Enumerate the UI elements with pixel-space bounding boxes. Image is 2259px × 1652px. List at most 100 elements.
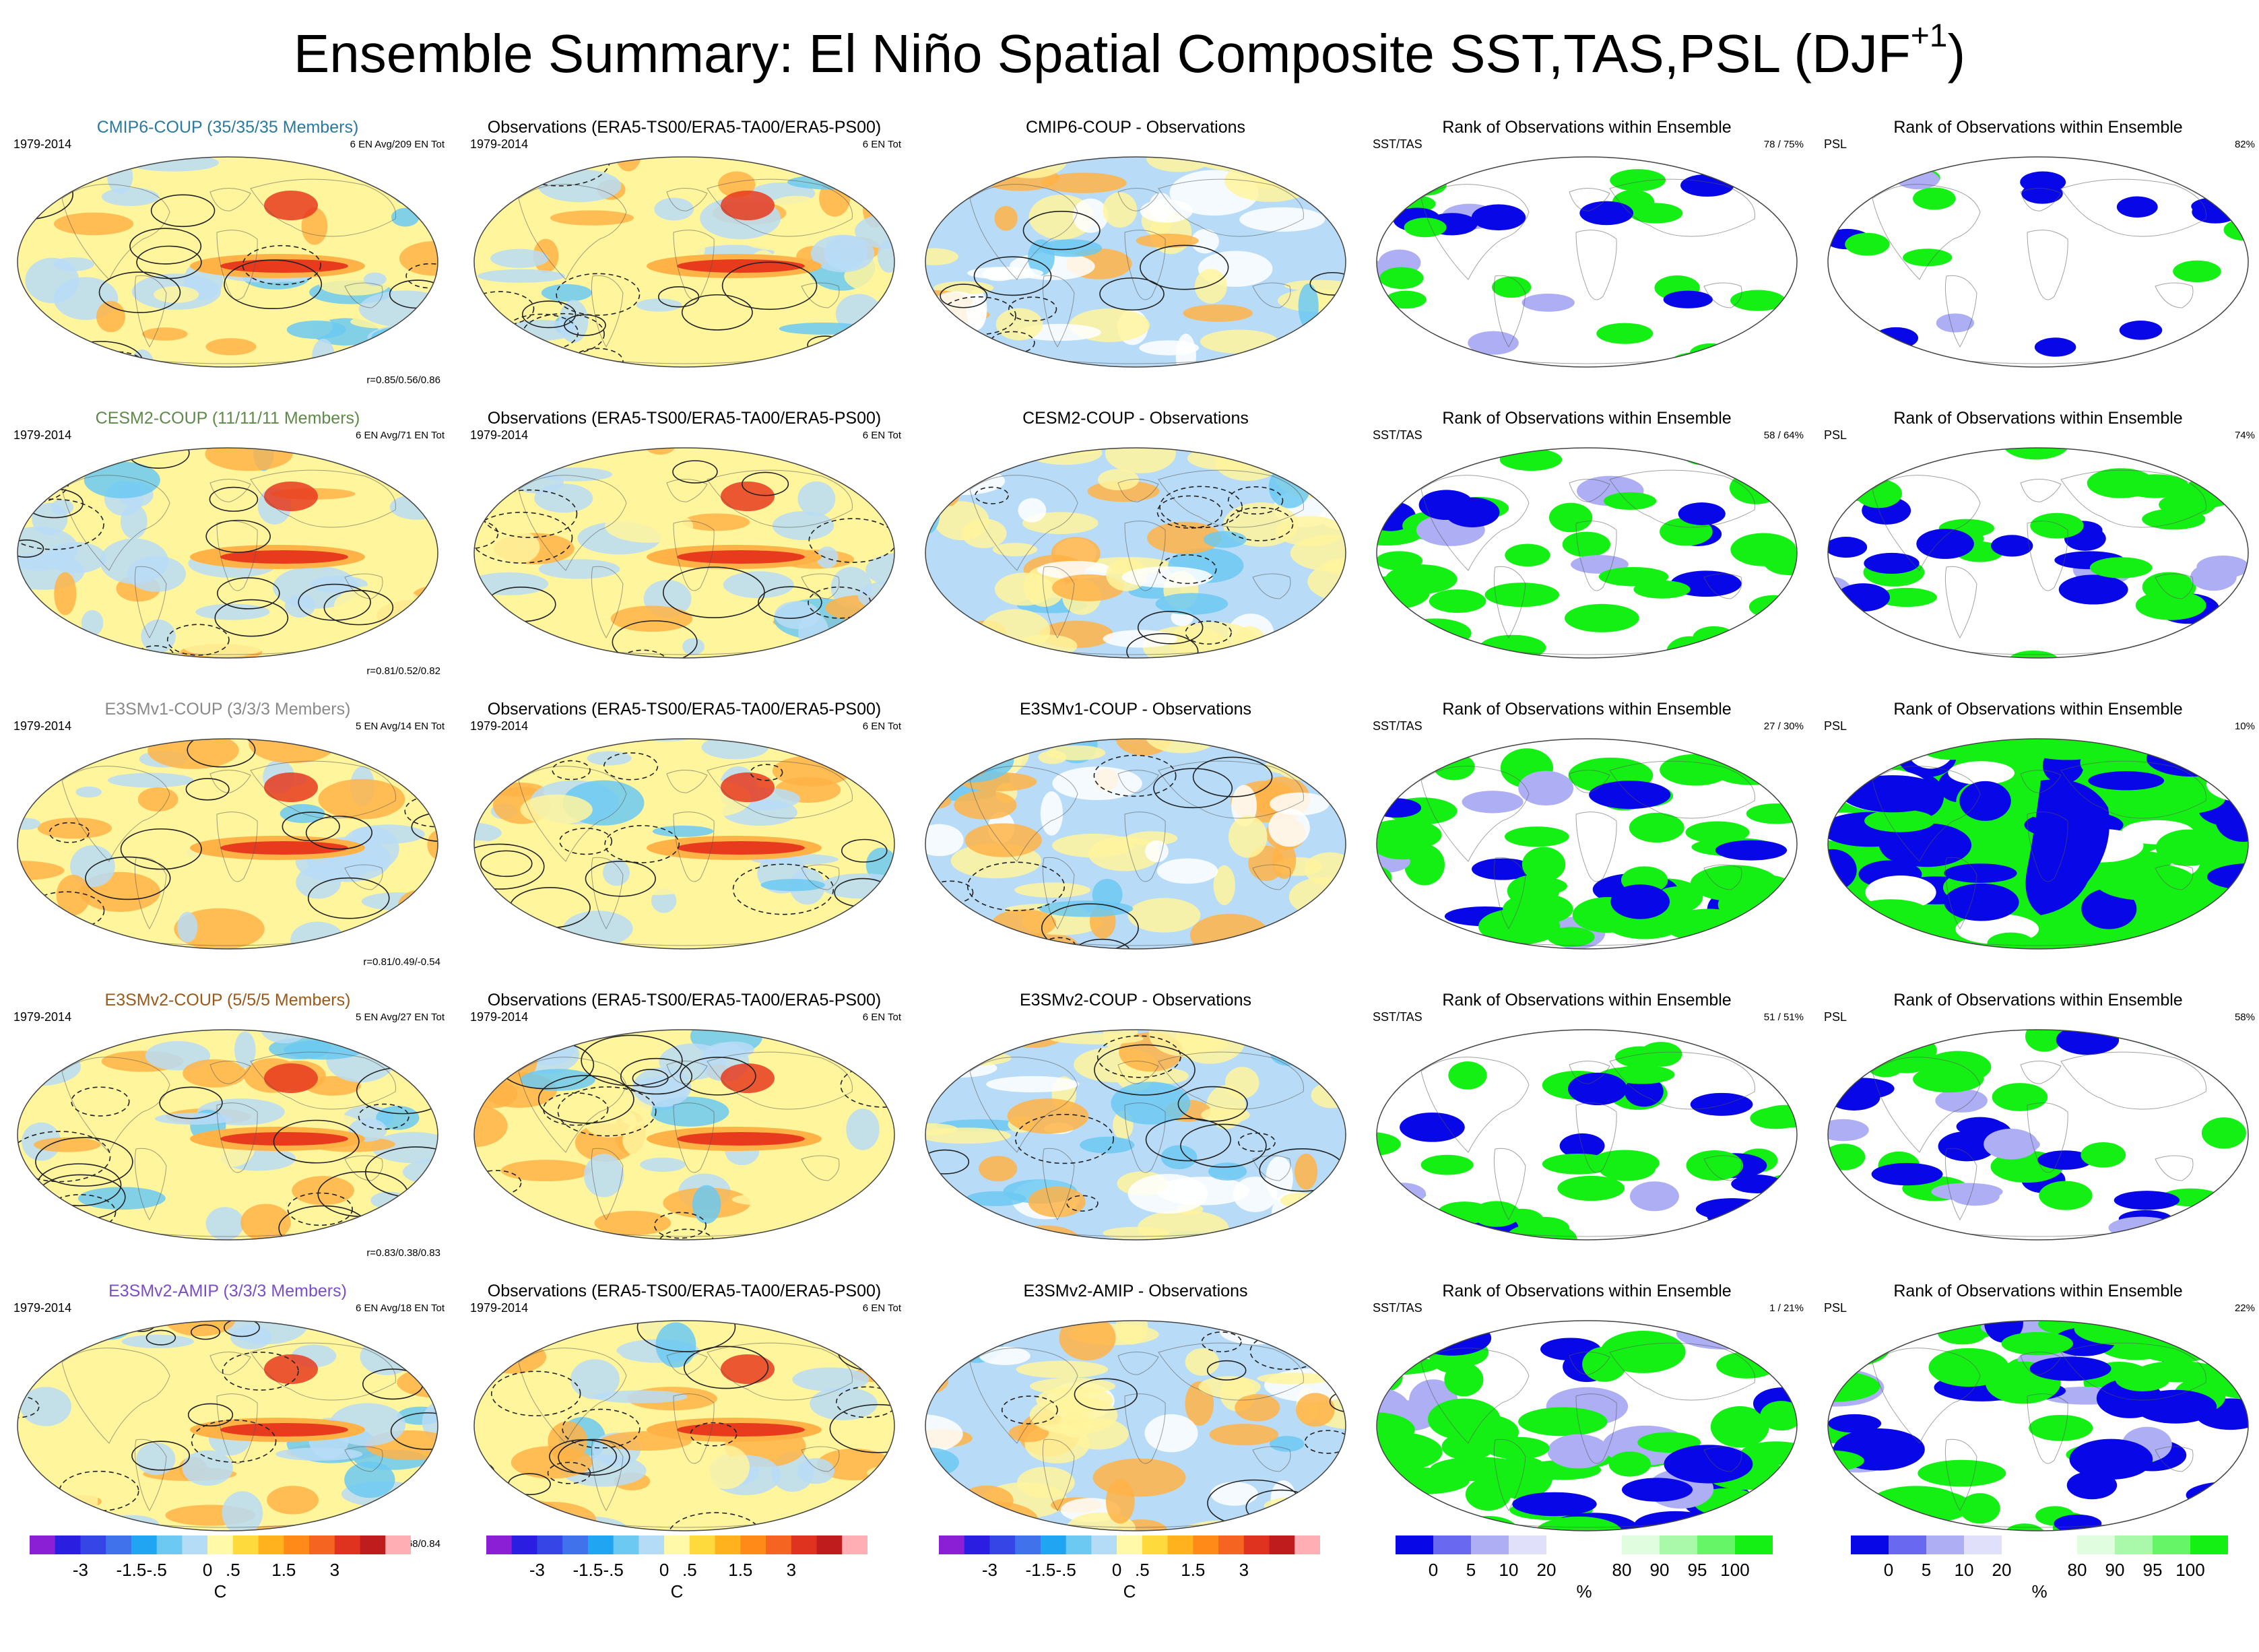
- rank-map: [1376, 738, 1798, 950]
- colorbar-tick-label: 1.5: [1181, 1560, 1206, 1580]
- panel-rank-psl: Rank of Observations within Ensemble PSL…: [1819, 1282, 2258, 1551]
- colorbar-swatch: [1471, 1535, 1509, 1554]
- colorbar-swatches: [486, 1535, 868, 1554]
- panel-rank-psl: Rank of Observations within Ensemble PSL…: [1819, 700, 2258, 969]
- colorbar-tick-label: -3: [529, 1560, 546, 1580]
- colorbar-swatch: [284, 1535, 310, 1554]
- colorbar-tick-label: 5: [1466, 1560, 1476, 1580]
- panel-observations: Observations (ERA5-TS00/ERA5-TA00/ERA5-P…: [465, 1282, 904, 1551]
- sst-map: [17, 156, 438, 368]
- panel-stat: 6 EN Tot: [862, 430, 901, 441]
- colorbar-swatch: [1396, 1535, 1434, 1554]
- colorbar-tick-label: 95: [2142, 1560, 2163, 1580]
- colorbar-swatch: [182, 1535, 208, 1554]
- sst-map: [17, 1320, 438, 1531]
- rank-map: [1827, 156, 2249, 368]
- panel-observations: Observations (ERA5-TS00/ERA5-TA00/ERA5-P…: [465, 700, 904, 969]
- sst-map: [473, 1029, 895, 1241]
- panel-stat: 6 EN Tot: [862, 139, 901, 150]
- panel-title: E3SMv1-COUP (3/3/3 Members): [104, 700, 351, 719]
- colorbar-swatch: [1546, 1535, 1585, 1554]
- colorbar-swatch: [1697, 1535, 1736, 1554]
- colorbar-tick-label: 90: [2105, 1560, 2125, 1580]
- colorbar-swatch: [106, 1535, 132, 1554]
- sst-map: [17, 1029, 438, 1241]
- panel-rank-sst: Rank of Observations within Ensemble SST…: [1367, 118, 1806, 387]
- rank-map: [1376, 156, 1798, 368]
- panel-stat: 58 / 64%: [1763, 430, 1804, 441]
- panel-title: Rank of Observations within Ensemble: [1442, 409, 1732, 428]
- colorbar-swatch: [939, 1535, 965, 1554]
- colorbar-swatch: [1142, 1535, 1169, 1554]
- colorbar-tick-label: -3: [981, 1560, 998, 1580]
- colorbar-swatch: [360, 1535, 386, 1554]
- colorbar-swatch: [1015, 1535, 1041, 1554]
- panel-observations: Observations (ERA5-TS00/ERA5-TA00/ERA5-P…: [465, 991, 904, 1260]
- panel-title: E3SMv2-COUP - Observations: [1019, 991, 1252, 1010]
- colorbar-swatches: [939, 1535, 1321, 1554]
- colorbar-tick-label: 80: [1612, 1560, 1632, 1580]
- colorbar-swatch: [587, 1535, 614, 1554]
- colorbar-tick-label: 1.5: [728, 1560, 753, 1580]
- colorbar-unit-label: C: [670, 1581, 684, 1601]
- colorbar-swatch: [562, 1535, 589, 1554]
- panel-title: E3SMv2-COUP (5/5/5 Members): [104, 991, 351, 1010]
- colorbar-tick-label: 3: [329, 1560, 340, 1580]
- colorbar-swatch: [1167, 1535, 1193, 1554]
- panel-title: Rank of Observations within Ensemble: [1442, 991, 1732, 1010]
- panel-period: 1979-2014: [13, 428, 72, 442]
- colorbar-tick-label: 5: [1921, 1560, 1932, 1580]
- colorbar-tick-label: .5: [682, 1560, 697, 1580]
- panel-stat: 82%: [2234, 139, 2255, 150]
- colorbar-swatch: [842, 1535, 868, 1554]
- sst-map: [473, 156, 895, 368]
- panel-title: Rank of Observations within Ensemble: [1893, 118, 2183, 137]
- panel-difference: E3SMv2-AMIP - Observations: [916, 1282, 1355, 1551]
- colorbar-tick-label: 0: [202, 1560, 213, 1580]
- panel-difference: E3SMv2-COUP - Observations: [916, 991, 1355, 1260]
- colorbar-swatch: [1295, 1535, 1321, 1554]
- colorbar-swatch: [1040, 1535, 1067, 1554]
- panel-stat: 78 / 75%: [1763, 139, 1804, 150]
- panel-stat: 74%: [2234, 430, 2255, 441]
- panel-rank-sst: Rank of Observations within Ensemble SST…: [1367, 409, 1806, 678]
- colorbar-swatch: [613, 1535, 639, 1554]
- rank-map: [1376, 447, 1798, 659]
- colorbar-unit-label: %: [1576, 1581, 1592, 1601]
- colorbar-sst: -3 -1.5 -.5 0 .5 1.5 3 C: [486, 1535, 868, 1607]
- rank-map: [1376, 1029, 1798, 1241]
- panel-rank-sst: Rank of Observations within Ensemble SST…: [1367, 991, 1806, 1260]
- panel-stat: 6 EN Tot: [862, 1012, 901, 1023]
- colorbar-swatch: [766, 1535, 792, 1554]
- diff-map: [925, 447, 1346, 659]
- colorbar-swatch: [715, 1535, 741, 1554]
- colorbar-swatch: [131, 1535, 158, 1554]
- colorbar-tick-label: 3: [1239, 1560, 1249, 1580]
- sst-map: [17, 447, 438, 659]
- panel-variable-label: SST/TAS: [1373, 1010, 1422, 1024]
- colorbar-tick-label: -1.5: [1025, 1560, 1056, 1580]
- colorbar-swatch: [207, 1535, 234, 1554]
- diff-map: [925, 738, 1346, 950]
- panel-rank-psl: Rank of Observations within Ensemble PSL…: [1819, 991, 2258, 1260]
- colorbar-swatch: [2153, 1535, 2191, 1554]
- colorbar-swatch: [1622, 1535, 1660, 1554]
- panel-correlation: r=0.81/0.49/-0.54: [363, 956, 440, 968]
- colorbar-swatch: [537, 1535, 563, 1554]
- colorbar-swatch: [2077, 1535, 2116, 1554]
- colorbar-tick-label: 90: [1649, 1560, 1670, 1580]
- colorbar-swatches: [1851, 1535, 2229, 1554]
- colorbar-swatch: [639, 1535, 665, 1554]
- panel-stat: 27 / 30%: [1763, 721, 1804, 732]
- panel-title: E3SMv1-COUP - Observations: [1019, 700, 1252, 719]
- panel-title: Observations (ERA5-TS00/ERA5-TA00/ERA5-P…: [487, 118, 882, 137]
- colorbar-swatch: [1117, 1535, 1143, 1554]
- colorbar-swatch: [1926, 1535, 1965, 1554]
- colorbar-tick-label: 100: [2175, 1560, 2205, 1580]
- panel-stat: 1 / 21%: [1769, 1302, 1804, 1314]
- colorbar-tick-label: 20: [1992, 1560, 2012, 1580]
- panel-title: Rank of Observations within Ensemble: [1442, 700, 1732, 719]
- panel-observations: Observations (ERA5-TS00/ERA5-TA00/ERA5-P…: [465, 118, 904, 387]
- colorbar-swatch: [486, 1535, 513, 1554]
- colorbar-tick-label: .5: [1135, 1560, 1150, 1580]
